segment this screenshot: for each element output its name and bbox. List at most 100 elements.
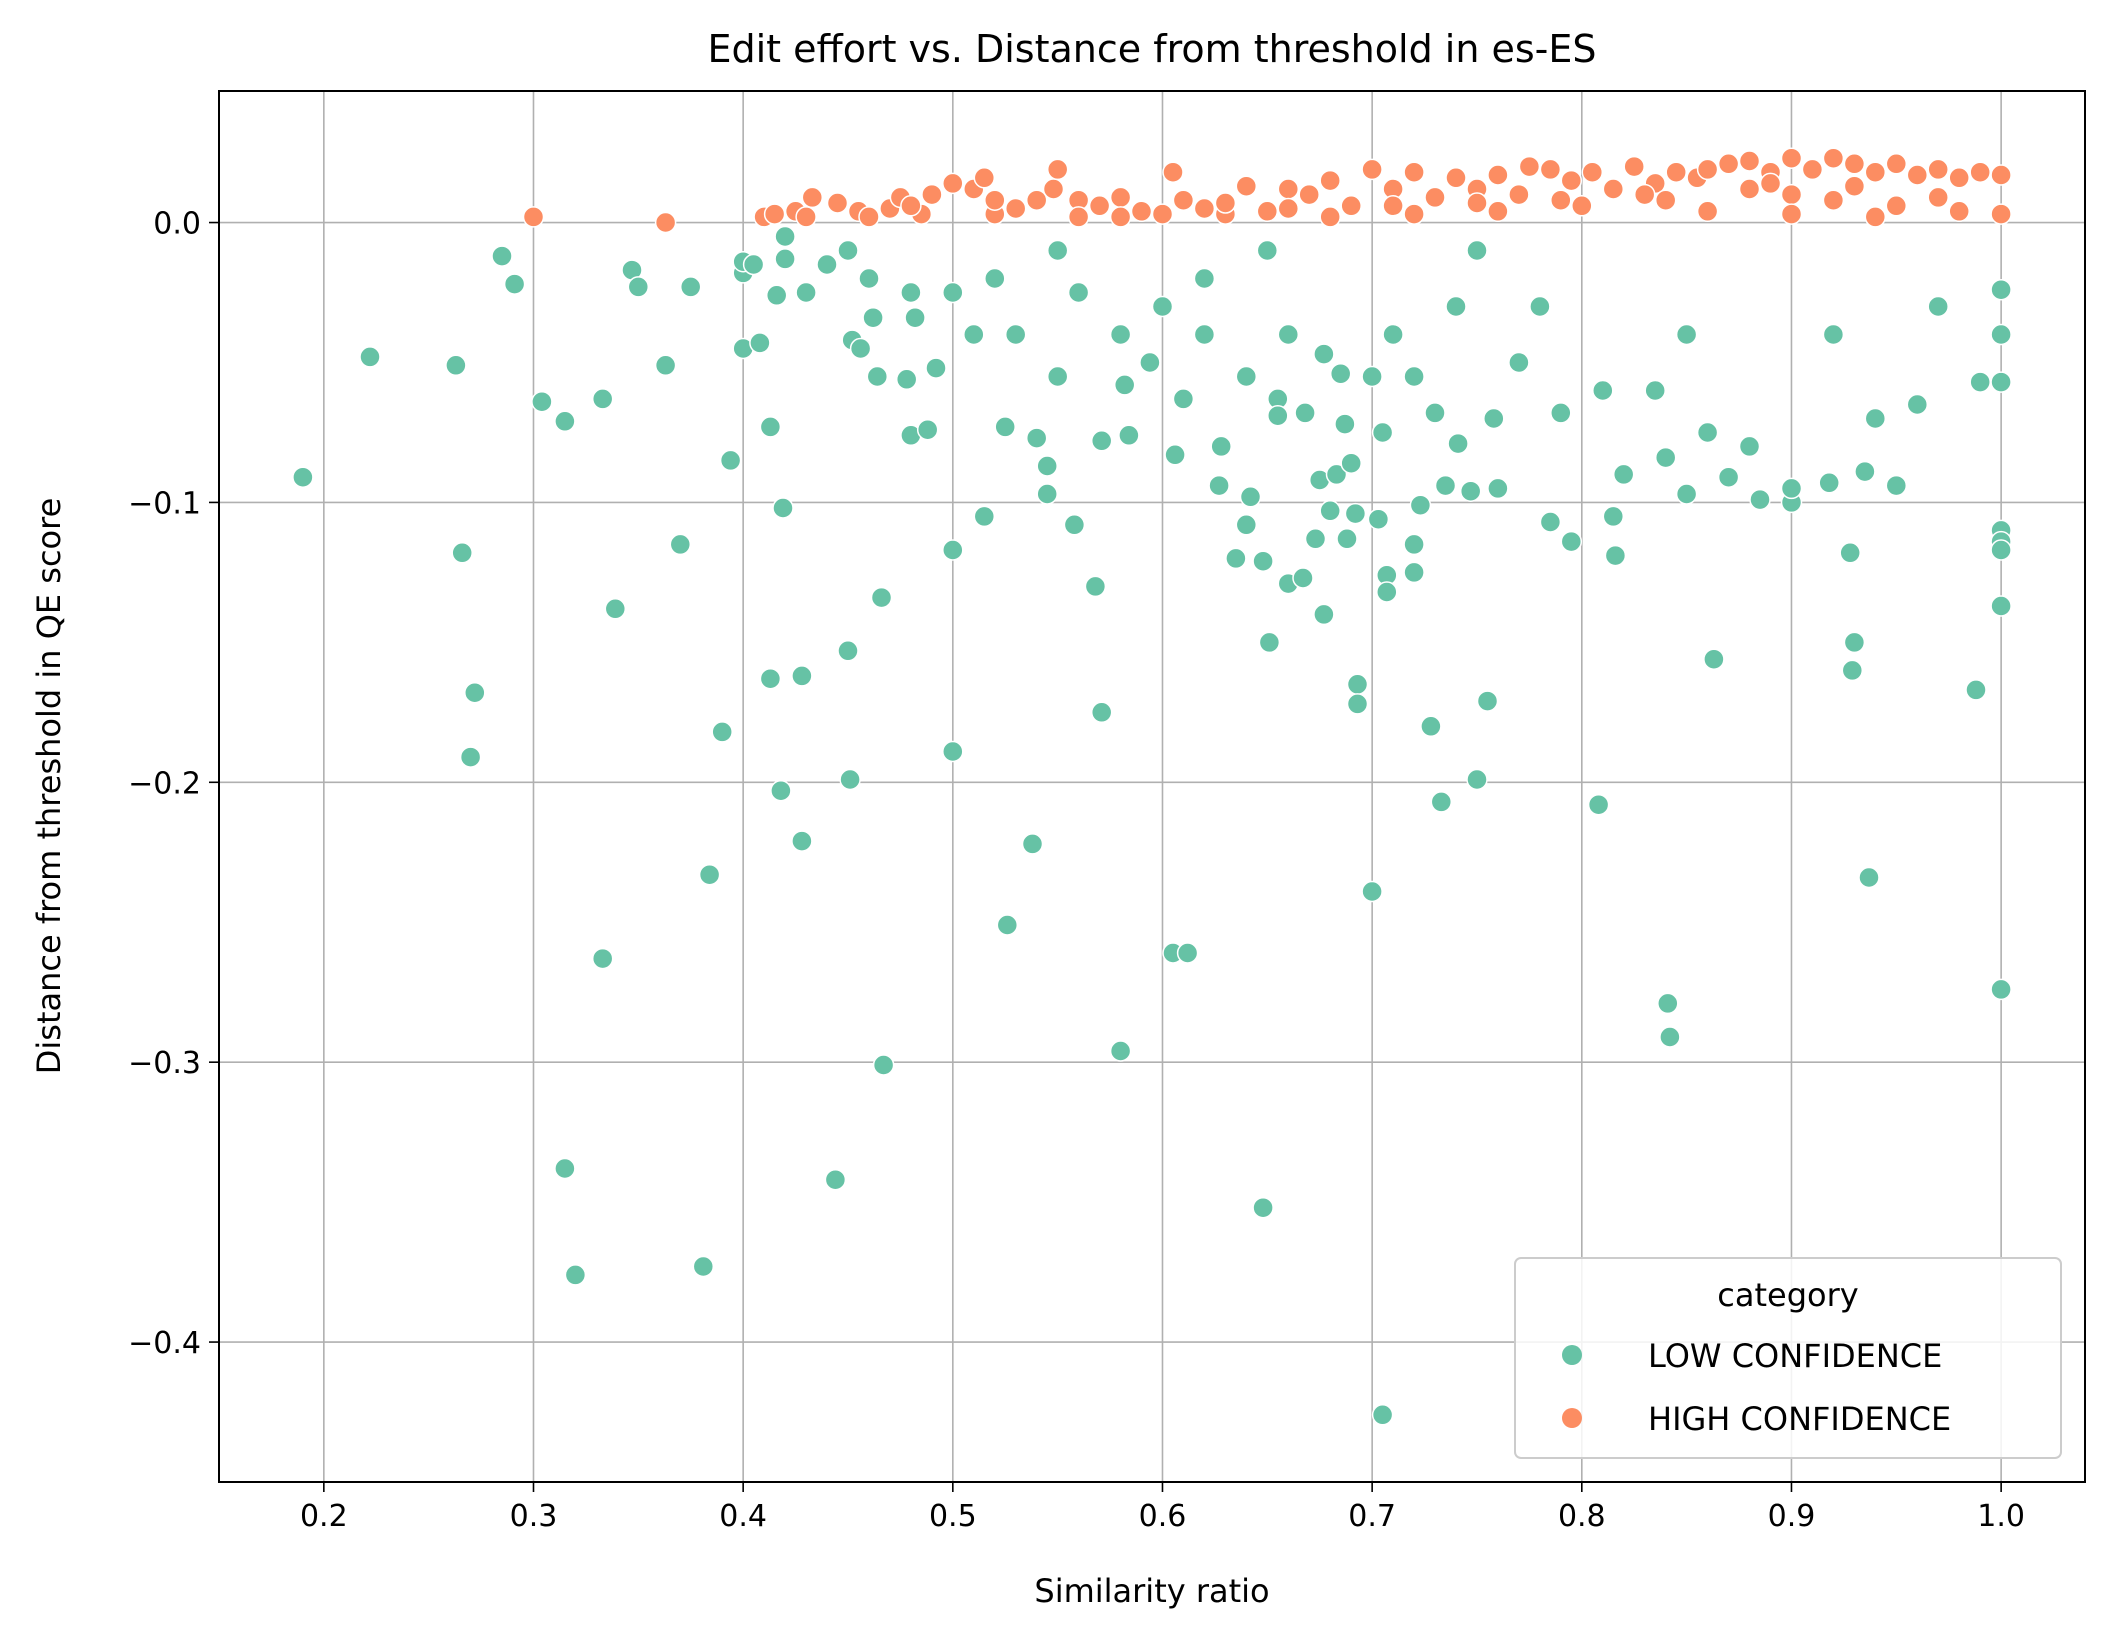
point-high-confidence [1623, 155, 1645, 178]
point-low-confidence [1466, 239, 1488, 262]
point-low-confidence [359, 346, 381, 368]
point-low-confidence [984, 267, 1006, 290]
point-low-confidence [1090, 701, 1113, 724]
point-low-confidence [1340, 452, 1362, 474]
point-low-confidence [1235, 514, 1258, 536]
point-low-confidence [1508, 351, 1530, 374]
point-low-confidence [1193, 323, 1216, 346]
point-low-confidence [1529, 295, 1551, 318]
point-high-confidence [1042, 178, 1065, 200]
point-low-confidence [1036, 483, 1058, 505]
point-low-confidence [1818, 472, 1840, 494]
point-low-confidence [1780, 477, 1803, 500]
point-high-confidence [1382, 195, 1404, 217]
point-low-confidence [1409, 494, 1432, 516]
point-high-confidence [1927, 186, 1949, 209]
point-low-confidence [1067, 281, 1090, 304]
point-high-confidence [1550, 189, 1572, 211]
point-high-confidence [1864, 206, 1887, 228]
x-tick-label: 0.9 [1768, 1499, 1816, 1534]
point-low-confidence [1749, 488, 1771, 511]
point-low-confidence [1367, 508, 1390, 530]
point-high-confidence [1151, 203, 1174, 225]
point-low-confidence [591, 947, 614, 970]
point-high-confidence [1487, 164, 1509, 186]
point-low-confidence [759, 667, 782, 690]
point-low-confidence [770, 779, 792, 802]
point-high-confidence [1602, 178, 1625, 200]
point-high-confidence [1539, 158, 1562, 181]
point-high-confidence [942, 172, 964, 195]
point-low-confidence [772, 497, 794, 519]
point-high-confidence [1403, 161, 1425, 183]
point-low-confidence [554, 1157, 576, 1180]
point-low-confidence [1430, 791, 1453, 813]
point-low-confidence [1252, 550, 1274, 572]
point-low-confidence [1424, 402, 1446, 424]
point-low-confidence [1063, 514, 1086, 536]
point-low-confidence [900, 281, 922, 304]
point-low-confidence [1208, 474, 1230, 497]
point-low-confidence [749, 332, 771, 354]
point-low-confidence [1738, 435, 1761, 458]
point-high-confidence [1162, 161, 1184, 183]
point-low-confidence [1239, 486, 1262, 508]
point-low-confidence [1336, 528, 1358, 550]
point-low-confidence [1346, 673, 1369, 696]
point-high-confidence [1780, 203, 1803, 225]
point-low-confidence [1176, 942, 1199, 964]
point-high-confidence [1235, 175, 1258, 197]
point-low-confidence [1021, 833, 1044, 855]
point-high-confidence [522, 206, 545, 228]
point-low-confidence [1990, 278, 2012, 301]
y-axis-label: Distance from threshold in QE score [30, 498, 68, 1075]
point-low-confidence [464, 681, 486, 704]
point-low-confidence [1587, 793, 1610, 816]
point-high-confidence [1948, 167, 1970, 189]
point-low-confidence [719, 449, 742, 472]
point-low-confidence [904, 306, 926, 329]
point-low-confidence [765, 284, 788, 307]
point-low-confidence [1304, 528, 1327, 550]
point-low-confidence [1225, 547, 1247, 570]
point-low-confidence [554, 410, 576, 433]
point-high-confidence [900, 195, 922, 217]
point-high-confidence [1759, 172, 1782, 195]
point-low-confidence [1604, 544, 1627, 567]
data-points [292, 147, 2012, 1426]
point-low-confidence [654, 354, 677, 377]
point-low-confidence [963, 323, 985, 346]
point-high-confidence [1571, 195, 1593, 217]
point-high-confidence [1780, 147, 1803, 169]
point-high-confidence [1990, 164, 2012, 186]
point-low-confidence [1252, 1196, 1274, 1219]
point-high-confidence [1518, 155, 1541, 178]
point-high-confidence [1696, 158, 1719, 181]
point-high-confidence [1109, 206, 1132, 228]
legend-box [1514, 1257, 2062, 1459]
point-low-confidence [866, 365, 889, 388]
point-high-confidence [1654, 189, 1677, 211]
point-low-confidence [1969, 371, 1991, 393]
point-low-confidence [1113, 374, 1136, 396]
point-high-confidence [763, 203, 786, 225]
point-low-confidence [916, 418, 939, 441]
point-high-confidence [1466, 192, 1488, 214]
point-low-confidence [1193, 267, 1216, 290]
point-low-confidence [1292, 567, 1314, 589]
point-high-confidence [1025, 189, 1048, 211]
point-low-confidence [1906, 393, 1929, 416]
point-high-confidence [1298, 183, 1320, 206]
point-high-confidence [1361, 158, 1383, 181]
point-high-confidence [1738, 150, 1761, 172]
point-low-confidence [1382, 323, 1404, 346]
point-low-confidence [1084, 575, 1107, 598]
x-tick-label: 0.6 [1139, 1499, 1187, 1534]
plot-frame [218, 90, 2086, 1483]
point-low-confidence [1675, 323, 1698, 346]
point-low-confidence [1046, 365, 1069, 388]
point-low-confidence [451, 542, 473, 564]
x-tick-label: 0.8 [1558, 1499, 1606, 1534]
point-high-confidence [1109, 186, 1132, 209]
